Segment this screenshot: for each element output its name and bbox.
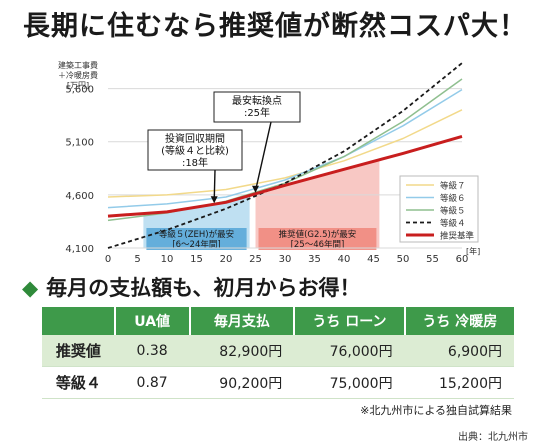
loan-payment: 76,000円 — [294, 335, 405, 367]
monthly-payment: 82,900円 — [189, 335, 295, 367]
y-tick-label: 5,600 — [65, 85, 94, 96]
region-label: [6～24年間] — [172, 239, 220, 250]
callout-text: 投資回収期間 — [165, 132, 225, 145]
ua-value: 0.87 — [114, 366, 190, 399]
callout-arrowhead — [252, 185, 259, 193]
x-tick-label: 60 — [456, 254, 469, 265]
series-line — [107, 134, 463, 218]
payment-table: UA値 毎月支払 うち ローン うち 冷暖房 推奨値 0.38 82,900円 … — [42, 307, 514, 399]
series-line — [107, 109, 463, 198]
chart-axes: 4,100 4,600 5,100 5,600 0 5 10 15 20 25 30 35 40 45 50… — [58, 60, 480, 265]
legend-box — [399, 175, 479, 243]
region-label: 等級５(ZEH)が最安 — [159, 229, 234, 240]
x-axis-unit: [年] — [466, 246, 480, 256]
y-tick-label: 5,100 — [65, 138, 94, 149]
cost-chart: 等級５(ZEH)が最安[6～24年間] 推奨値(G2.5)が最安[25～46年間]… — [58, 60, 480, 265]
table-row: 推奨値 0.38 82,900円 76,000円 6,900円 — [42, 335, 514, 367]
table-header-blank — [42, 307, 116, 335]
x-tick-label: 25 — [249, 254, 262, 265]
chart-lines — [107, 62, 463, 249]
y-axis-label: ＋冷暖房費 — [58, 70, 98, 80]
x-tick-label: 30 — [279, 254, 292, 265]
x-tick-label: 10 — [161, 254, 174, 265]
y-axis-label: 建築工事費 — [58, 60, 98, 70]
ua-value: 0.38 — [114, 335, 190, 367]
legend-label: 等級５ — [440, 206, 466, 217]
shaded-region — [255, 159, 380, 248]
subheading: ◆ 毎月の支払額も、初月からお得！ — [22, 272, 361, 302]
x-tick-label: 0 — [105, 254, 111, 265]
region-label-box — [258, 228, 377, 250]
table-header-row: UA値 毎月支払 うち ローン うち 冷暖房 — [42, 307, 514, 335]
source-credit: 出典：北九州市 — [458, 432, 528, 443]
y-axis-label: [万円] — [67, 81, 89, 90]
region-label: [25～46年間] — [291, 239, 345, 250]
callout-box — [147, 129, 243, 171]
table-header-monthly: 毎月支払 — [189, 307, 296, 335]
legend-label: 等級６ — [440, 193, 466, 204]
callout-arrow — [254, 121, 272, 191]
y-tick-label: 4,600 — [65, 191, 94, 202]
table-header-ua: UA値 — [114, 307, 191, 335]
table-row: 等級４ 0.87 90,200円 75,000円 15,200円 — [42, 366, 514, 399]
callout-text: 最安転換点 — [232, 94, 282, 107]
chart-annotations: 投資回収期間(等級４と比較):18年 最安転換点:25年 — [147, 91, 301, 204]
x-tick-label: 15 — [190, 254, 203, 265]
row-label: 等級４ — [42, 366, 115, 399]
callout-arrow — [213, 169, 216, 202]
callout-arrowhead — [210, 196, 218, 204]
shaded-regions: 等級５(ZEH)が最安[6～24年間] 推奨値(G2.5)が最安[25～46年間] — [143, 159, 380, 250]
y-tick-label: 4,100 — [65, 244, 94, 255]
diamond-icon: ◆ — [22, 276, 39, 300]
row-label: 推奨値 — [42, 335, 115, 367]
legend-label: 推奨基準 — [440, 231, 475, 242]
loan-payment: 75,000円 — [294, 366, 405, 399]
x-tick-label: 45 — [367, 254, 380, 265]
callout-text: :18年 — [182, 156, 208, 169]
x-tick-label: 5 — [134, 254, 140, 265]
x-tick-label: 40 — [338, 254, 351, 265]
x-tick-label: 20 — [220, 254, 233, 265]
x-tick-label: 50 — [397, 254, 410, 265]
callout-text: :25年 — [244, 106, 270, 119]
table-header-heating: うち 冷暖房 — [404, 307, 514, 335]
table-header-loan: うち ローン — [294, 307, 406, 335]
series-line — [107, 88, 463, 209]
legend-label: 等級４ — [440, 218, 466, 229]
heating-cost: 6,900円 — [404, 335, 514, 367]
callout-box — [213, 91, 301, 123]
monthly-payment: 90,200円 — [189, 366, 295, 399]
heating-cost: 15,200円 — [404, 366, 514, 399]
region-label-box — [146, 228, 247, 250]
footnote: ※北九州市による独自試算結果 — [360, 404, 512, 417]
x-tick-label: 55 — [426, 254, 439, 265]
x-tick-label: 35 — [308, 254, 321, 265]
legend-label: 等級７ — [440, 181, 466, 192]
subheading-text: 毎月の支払額も、初月からお得！ — [46, 276, 361, 300]
callout-text: (等級４と比較) — [161, 144, 229, 157]
headline: 長期に住むなら推奨値が断然コスパ大！ — [23, 11, 527, 42]
region-label: 推奨値(G2.5)が最安 — [279, 229, 357, 240]
